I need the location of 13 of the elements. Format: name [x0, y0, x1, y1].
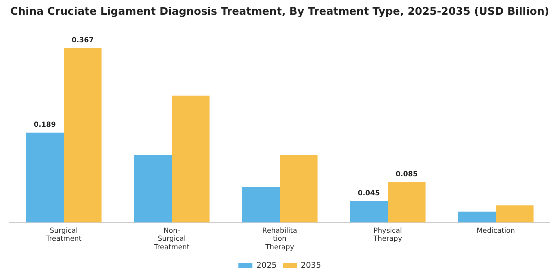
bar — [242, 187, 280, 223]
bar — [350, 201, 388, 223]
bar — [280, 155, 318, 223]
bar — [388, 182, 426, 223]
bar — [26, 132, 64, 223]
bar — [458, 212, 496, 223]
bar — [172, 96, 210, 223]
bar — [496, 206, 534, 223]
legend-label: 2025 — [256, 261, 277, 270]
bar — [134, 155, 172, 223]
legend-label: 2035 — [301, 261, 322, 270]
bar — [64, 48, 102, 223]
chart-title: China Cruciate Ligament Diagnosis Treatment, By Treatment Type, 2025-2035 (USD Billion) — [10, 6, 550, 18]
